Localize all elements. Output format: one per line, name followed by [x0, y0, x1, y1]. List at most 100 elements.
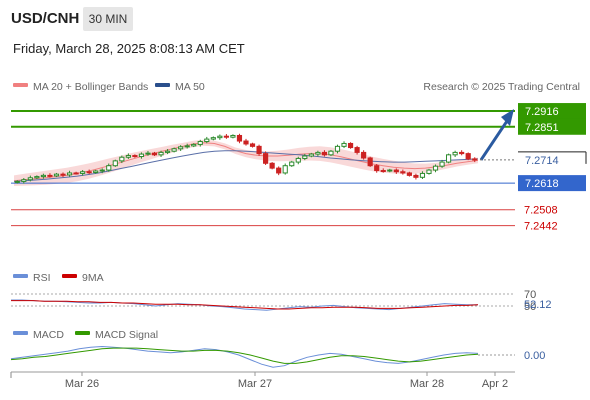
ma20-line: [13, 142, 479, 182]
ma50-legend-label: MA 50: [175, 81, 205, 93]
projection-arrow-shaft: [479, 120, 509, 161]
candle: [217, 134, 223, 140]
rsi-ma-line: [11, 300, 479, 310]
time-axis-label: Mar 27: [238, 378, 272, 390]
candle: [263, 151, 269, 165]
candle: [14, 180, 20, 184]
candle: [80, 170, 86, 176]
candle: [289, 160, 295, 167]
candle: [315, 150, 321, 157]
candle: [334, 144, 341, 154]
rsi-tick-label: 70: [524, 289, 536, 301]
candle: [347, 142, 354, 149]
moving-averages: [13, 142, 479, 182]
candle: [184, 143, 190, 149]
rsi-tick-label: 50: [524, 301, 536, 313]
macd-panel: 0.00: [10, 345, 545, 368]
bollinger-band-area: [14, 139, 478, 186]
time-axis-labels: Mar 26 Mar 27 Mar 28 Apr 2: [65, 372, 508, 390]
candle: [223, 134, 229, 139]
candle: [282, 163, 288, 175]
candle: [328, 149, 334, 157]
candle: [243, 138, 249, 146]
candle: [308, 152, 314, 158]
candle: [302, 153, 308, 161]
candle: [119, 155, 125, 164]
rsi-legend-swatch: [13, 274, 28, 278]
ma50-line: [13, 150, 479, 182]
projection-arrow-head: [501, 109, 514, 127]
candle: [439, 159, 445, 168]
level-label-7.2508: 7.2508: [524, 205, 558, 217]
candle: [452, 150, 458, 157]
current-price-label: 7.2714: [525, 155, 559, 167]
level-badge-7.2916: [518, 103, 586, 120]
candle: [27, 175, 33, 182]
credit-text: Research © 2025 Trading Central: [423, 81, 580, 93]
candle: [269, 162, 275, 170]
candle: [86, 169, 92, 175]
level-badge-7.2618: [518, 175, 586, 192]
candle: [21, 178, 27, 184]
candle: [47, 173, 53, 178]
candle: [374, 164, 380, 173]
candle: [459, 150, 465, 156]
candle: [236, 133, 243, 144]
candle: [66, 170, 73, 177]
candle: [93, 169, 99, 174]
candle: [151, 151, 158, 157]
candle: [53, 172, 60, 178]
ma20-legend-swatch: [13, 83, 28, 87]
candle: [419, 171, 426, 179]
candle: [295, 156, 301, 165]
projection-arrow: [479, 109, 514, 161]
candle: [34, 175, 40, 179]
level-label-7.2618: 7.2618: [525, 178, 559, 190]
candle: [132, 154, 138, 158]
level-label-7.2442: 7.2442: [524, 221, 558, 233]
candle: [354, 145, 360, 155]
candle: [361, 150, 367, 160]
candle: [276, 166, 282, 176]
macd-legend-label: MACD: [33, 329, 64, 341]
candle: [197, 139, 203, 147]
level-label-7.2851: 7.2851: [525, 122, 559, 134]
candle: [341, 141, 347, 149]
ma20-legend-label: MA 20 + Bollinger Bands: [33, 81, 148, 93]
macd-signal-legend-label: MACD Signal: [95, 329, 158, 341]
candle: [387, 168, 393, 173]
candle: [472, 157, 478, 163]
timestamp: Friday, March 28, 2025 8:08:13 AM CET: [13, 41, 245, 56]
candle: [249, 142, 256, 148]
candle: [164, 149, 171, 155]
symbol-title: USD/CNH: [11, 10, 80, 27]
rsi-legend-label: RSI: [33, 272, 51, 284]
level-label-7.2916: 7.2916: [525, 106, 559, 118]
candle: [380, 168, 386, 173]
rsi-ma-legend-swatch: [62, 274, 77, 278]
macd-signal-line: [10, 347, 479, 364]
candle: [191, 143, 197, 148]
bollinger-bands: [14, 139, 478, 186]
candle: [393, 168, 399, 174]
candle: [158, 150, 164, 157]
candlesticks: [14, 133, 478, 184]
interval-badge[interactable]: 30 MIN: [83, 7, 133, 31]
macd-line: [10, 345, 479, 368]
candle: [400, 169, 406, 175]
candle: [432, 164, 439, 173]
macd-signal-legend-swatch: [75, 331, 90, 335]
candle: [145, 150, 151, 156]
level-badge-7.2851: [518, 118, 586, 135]
candle: [40, 173, 46, 179]
candle: [406, 171, 412, 177]
candle: [73, 171, 79, 175]
current-price-marker: [518, 151, 587, 164]
time-axis-label: Apr 2: [482, 378, 508, 390]
candle: [230, 134, 236, 139]
time-axis-label: Mar 28: [410, 378, 444, 390]
price-levels: [11, 110, 515, 227]
candle: [426, 168, 432, 175]
